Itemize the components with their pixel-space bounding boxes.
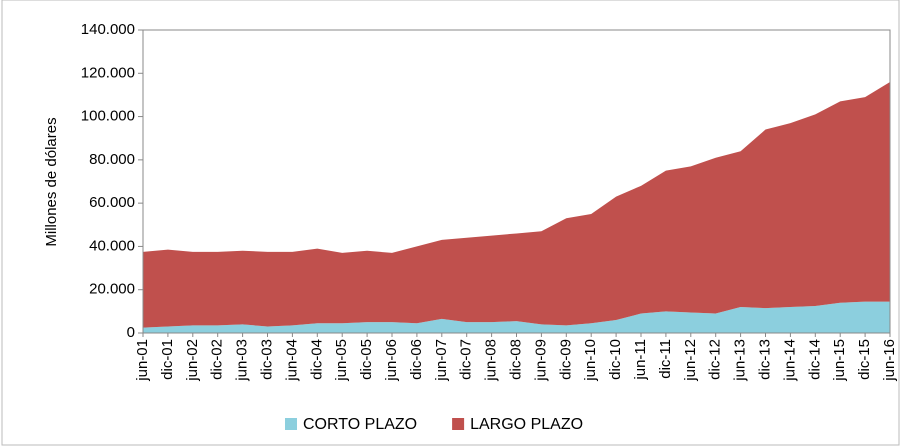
x-tick-label: jun-15	[831, 339, 848, 382]
x-tick-label: jun-05	[333, 339, 350, 382]
x-tick-label: jun-02	[184, 339, 201, 382]
x-tick-label: jun-12	[682, 339, 699, 382]
legend-label: LARGO PLAZO	[470, 416, 583, 433]
y-tick-label: 0	[127, 324, 135, 341]
y-tick-label: 60.000	[89, 194, 135, 211]
x-tick-label: dic-06	[408, 339, 425, 380]
x-tick-label: jun-11	[632, 339, 649, 381]
x-tick-label: dic-01	[159, 339, 176, 380]
x-tick-label: jun-16	[881, 339, 898, 382]
x-tick-label: dic-05	[358, 339, 375, 380]
x-tick-label: jun-08	[483, 339, 500, 382]
legend-label: CORTO PLAZO	[303, 416, 417, 433]
y-tick-label: 40.000	[89, 237, 135, 254]
legend-swatch	[285, 418, 297, 430]
y-tick-label: 80.000	[89, 151, 135, 168]
y-tick-label: 20.000	[89, 281, 135, 298]
x-tick-label: jun-07	[433, 339, 450, 382]
y-tick-label: 120.000	[81, 64, 135, 81]
x-tick-label: dic-03	[258, 339, 275, 380]
x-tick-label: dic-10	[607, 339, 624, 380]
x-tick-label: dic-13	[756, 339, 773, 380]
x-tick-label: dic-07	[458, 339, 475, 380]
y-axis-label: Millones de dólares	[43, 117, 60, 246]
x-tick-label: jun-13	[732, 339, 749, 382]
legend-swatch	[452, 418, 465, 430]
x-tick-label: jun-03	[234, 339, 251, 382]
x-tick-label: jun-09	[532, 339, 549, 382]
x-tick-label: dic-14	[806, 339, 823, 380]
area-0	[143, 301, 890, 333]
x-tick-label: jun-04	[283, 339, 300, 382]
x-tick-label: dic-09	[557, 339, 574, 380]
x-tick-label: jun-14	[781, 339, 798, 382]
x-tick-label: jun-01	[134, 339, 151, 382]
y-tick-label: 140.000	[81, 21, 135, 38]
x-tick-label: jun-10	[582, 339, 599, 382]
x-tick-label: dic-12	[707, 339, 724, 380]
x-tick-label: dic-11	[657, 339, 674, 379]
x-tick-label: dic-08	[507, 339, 524, 380]
x-tick-label: dic-02	[209, 339, 226, 380]
x-tick-label: dic-04	[308, 339, 325, 380]
y-tick-label: 100.000	[81, 108, 135, 125]
x-tick-label: dic-15	[856, 339, 873, 380]
area-1	[143, 81, 890, 328]
x-tick-label: jun-06	[383, 339, 400, 382]
